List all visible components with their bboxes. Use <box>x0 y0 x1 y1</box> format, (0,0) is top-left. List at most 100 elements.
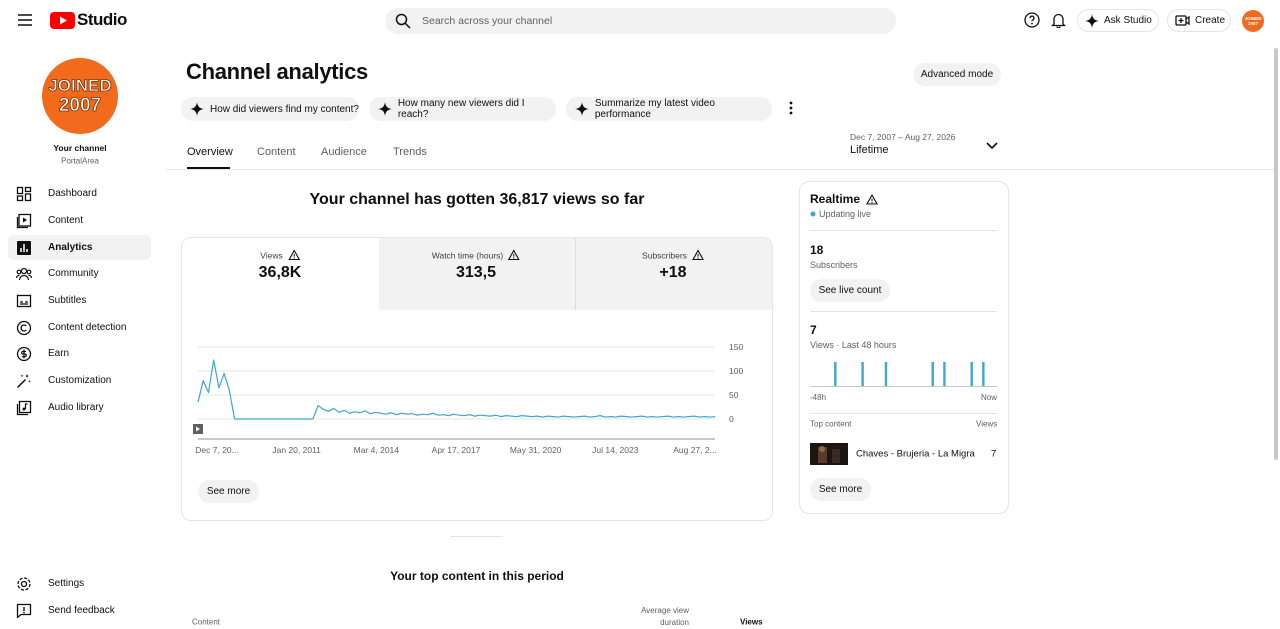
nav-icon <box>16 400 32 415</box>
brand[interactable]: Studio <box>77 10 127 29</box>
nav-item[interactable]: Settings <box>8 571 151 596</box>
metric-label: Views <box>260 250 283 260</box>
see-more-button[interactable]: See more <box>810 478 871 501</box>
period[interactable]: Lifetime <box>850 144 889 156</box>
channel-name: PortalArea <box>61 156 99 166</box>
tab[interactable]: Audience <box>321 146 367 158</box>
metric-tab[interactable]: Watch time (hours) <box>431 249 521 261</box>
nav-item[interactable]: Earn <box>8 341 151 366</box>
bar <box>834 362 837 386</box>
divider <box>810 413 997 414</box>
nav-item[interactable]: Customization <box>8 368 151 393</box>
nav-label: Content <box>48 215 84 226</box>
help-icon[interactable] <box>1024 12 1040 28</box>
nav-icon <box>16 603 32 618</box>
nav-item[interactable]: Community <box>8 261 151 286</box>
nav-label: Subtitles <box>48 295 87 306</box>
see-more-label: See more <box>818 484 863 495</box>
nav-label: Audio library <box>48 402 104 413</box>
nav-label: Content detection <box>48 322 127 333</box>
nav-icon <box>16 186 32 201</box>
realtime-views-label: Views · Last 48 hours <box>810 340 897 350</box>
nav-item[interactable]: Dashboard <box>8 181 151 206</box>
metric-value: 313,5 <box>455 264 497 281</box>
account-avatar[interactable]: JOINED 2007 <box>1242 10 1264 32</box>
bar <box>931 362 934 386</box>
top-item-views: 7 <box>991 448 997 460</box>
overview-card <box>181 237 773 521</box>
sparkle-icon <box>1085 13 1099 28</box>
see-live-count-button[interactable]: See live count <box>810 279 890 302</box>
play-icon-arrow <box>196 426 200 432</box>
nav-icon <box>16 213 32 228</box>
tab[interactable]: Trends <box>393 146 427 158</box>
nav-label: Earn <box>48 348 70 359</box>
page-title: Channel analytics <box>186 59 368 84</box>
nav-item[interactable]: Send feedback <box>8 598 151 623</box>
views-column-label: Views <box>976 419 998 429</box>
scrollbar[interactable] <box>1274 48 1278 460</box>
top-content-label: Top content <box>810 419 852 429</box>
logo-icon[interactable] <box>50 12 75 29</box>
nav-label: Community <box>48 268 99 279</box>
divider <box>810 230 997 231</box>
create-icon <box>1175 15 1190 26</box>
nav-item[interactable]: Content <box>8 208 151 233</box>
suggestion-label: Summarize my latest video performance <box>594 98 715 120</box>
more-icon[interactable] <box>786 100 796 116</box>
tabs-divider <box>166 169 1275 170</box>
y-tick-label: 150 <box>729 342 743 352</box>
ask-studio-button[interactable]: Ask Studio <box>1077 9 1159 32</box>
metric-tab[interactable]: Subscribers <box>642 249 704 261</box>
date-range[interactable]: Dec 7, 2007 – Aug 27, 2026 <box>850 132 956 142</box>
metric-label: Subscribers <box>642 250 687 260</box>
suggestion-chip[interactable]: How did viewers find my content? <box>181 97 359 121</box>
tab-active[interactable]: Overview <box>187 146 233 158</box>
realtime-subscribers: 18 <box>810 243 824 257</box>
nav-icon <box>16 267 32 280</box>
metric-label: Watch time (hours) <box>431 250 504 260</box>
nav-item[interactable]: Content detection <box>8 315 151 340</box>
tab[interactable]: Content <box>257 146 296 158</box>
video-thumbnail[interactable] <box>810 443 848 465</box>
realtime-subscribers-label: Subscribers <box>810 260 858 270</box>
advanced-mode-button[interactable]: Advanced mode <box>913 63 1001 86</box>
bar <box>943 362 946 386</box>
realtime-status-text: Updating live <box>819 209 872 219</box>
dropdown-icon[interactable] <box>986 141 998 151</box>
suggestion-chip[interactable]: How many new viewers did I reach? <box>369 97 556 121</box>
search-placeholder: Search across your channel <box>422 15 553 27</box>
realtime-status: Updating live <box>810 209 871 219</box>
play-icon[interactable] <box>193 424 203 434</box>
menu-icon[interactable] <box>16 12 34 28</box>
top-item-title[interactable]: Chaves - Brujeria - La Migra <box>856 448 975 460</box>
search-box[interactable]: Search across your channel <box>385 8 896 34</box>
bar <box>982 362 985 386</box>
nav-icon <box>16 294 32 307</box>
metric-tab[interactable]: Views <box>260 249 300 261</box>
realtime-title: Realtime <box>810 192 878 206</box>
x-tick-label: Mar 4, 2014 <box>354 445 400 455</box>
bar <box>861 362 864 386</box>
x-tick-label: Jan 20, 2011 <box>272 445 321 455</box>
suggestion-label: How did viewers find my content? <box>210 103 359 115</box>
x-tick-label: Dec 7, 20... <box>195 445 238 455</box>
nav-icon <box>17 240 31 255</box>
ask-studio-label: Ask Studio <box>1104 15 1152 26</box>
notifications-icon[interactable] <box>1051 12 1066 28</box>
column-header: Content <box>192 617 221 627</box>
realtime-title-text: Realtime <box>810 192 861 206</box>
realtime-card <box>799 181 1009 514</box>
warning-icon <box>287 249 300 261</box>
nav-item-active[interactable]: Analytics <box>8 235 151 260</box>
views-chart: 0 50 100 150 Dec 7, 20... Jan 20, 2011 Mar 4, … <box>193 342 743 455</box>
channel-avatar[interactable]: JOINED 2007 <box>42 58 118 134</box>
create-button[interactable]: Create <box>1167 9 1231 32</box>
nav-item[interactable]: Subtitles <box>8 288 151 313</box>
suggestion-chip[interactable]: Summarize my latest video performance <box>566 97 772 121</box>
nav-label: Analytics <box>48 242 93 253</box>
sparkle-icon <box>378 102 392 116</box>
realtime-views: 7 <box>810 323 817 337</box>
nav-item[interactable]: Audio library <box>8 395 151 420</box>
see-more-button[interactable]: See more <box>198 480 259 503</box>
